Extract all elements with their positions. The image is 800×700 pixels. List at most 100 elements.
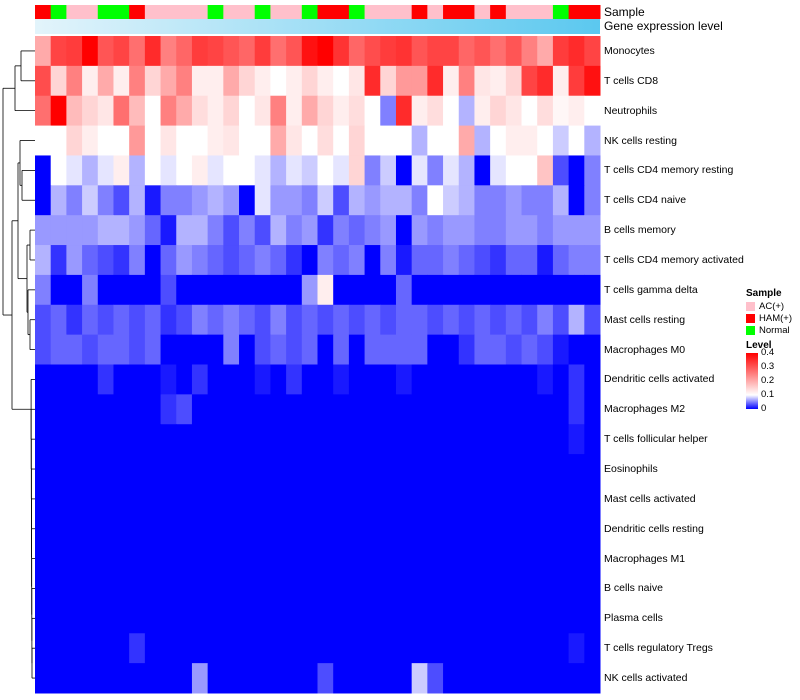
heatmap-cell bbox=[50, 36, 67, 67]
heatmap-cell bbox=[35, 633, 52, 664]
heatmap-cell bbox=[395, 454, 413, 485]
heatmap-cell bbox=[317, 36, 334, 67]
heatmap-cell bbox=[254, 513, 271, 545]
heatmap-cell bbox=[474, 185, 491, 216]
sample-annotation-cell bbox=[129, 5, 146, 19]
heatmap-cell bbox=[552, 36, 570, 67]
heatmap-cell bbox=[537, 603, 554, 634]
heatmap-cell bbox=[505, 663, 523, 694]
heatmap-cell bbox=[395, 155, 413, 186]
heatmap-cell bbox=[270, 215, 287, 246]
heatmap-cell bbox=[144, 394, 162, 425]
heatmap-cell bbox=[97, 424, 114, 455]
heatmap-cell bbox=[521, 95, 538, 127]
heatmap-cell bbox=[66, 274, 83, 306]
heatmap-cell bbox=[286, 454, 303, 485]
heatmap-cell bbox=[97, 483, 114, 515]
heatmap-cell bbox=[333, 543, 350, 575]
heatmap-cell bbox=[584, 663, 601, 694]
heatmap-cell bbox=[521, 394, 538, 425]
heatmap-cell bbox=[490, 36, 507, 67]
row-label: T cells CD8 bbox=[604, 74, 659, 87]
heatmap-cell bbox=[552, 65, 570, 97]
sample-annotation-cell bbox=[364, 5, 381, 19]
heatmap-cell bbox=[82, 65, 99, 97]
heatmap-cell bbox=[82, 603, 99, 634]
heatmap-cell bbox=[380, 185, 397, 216]
heatmap-cell bbox=[176, 155, 193, 186]
heatmap-cell bbox=[474, 65, 491, 97]
heatmap-cell bbox=[568, 483, 585, 515]
heatmap-cell bbox=[286, 663, 303, 694]
heatmap-cell bbox=[223, 215, 240, 246]
heatmap-cell bbox=[521, 573, 538, 604]
heatmap-cell bbox=[411, 245, 428, 276]
heatmap-cell bbox=[97, 394, 114, 425]
heatmap-cell bbox=[411, 304, 428, 336]
heatmap-cell bbox=[552, 543, 570, 575]
heatmap-cell bbox=[286, 573, 303, 604]
heatmap-cell bbox=[191, 364, 209, 395]
heatmap-cell bbox=[552, 304, 570, 336]
heatmap-cell bbox=[568, 215, 585, 246]
heatmap-cell bbox=[333, 215, 350, 246]
heatmap-cell bbox=[301, 543, 318, 575]
heatmap-cell bbox=[521, 603, 538, 634]
heatmap-cell bbox=[348, 245, 366, 276]
row-label: T cells regulatory Tregs bbox=[604, 642, 713, 655]
heatmap-cell bbox=[113, 304, 130, 336]
heatmap-cell bbox=[301, 603, 318, 634]
heatmap-cell bbox=[490, 155, 507, 186]
heatmap-cell bbox=[568, 304, 585, 336]
heatmap-cell bbox=[443, 155, 460, 186]
heatmap-cell bbox=[50, 155, 67, 186]
sample-annotation-cell bbox=[443, 5, 460, 19]
heatmap-cell bbox=[490, 245, 507, 276]
heatmap-cell bbox=[82, 185, 99, 216]
heatmap-cell bbox=[395, 125, 413, 156]
heatmap-cell bbox=[286, 215, 303, 246]
heatmap-cell bbox=[270, 424, 287, 455]
heatmap-cell bbox=[35, 603, 52, 634]
heatmap-cell bbox=[490, 304, 507, 336]
heatmap-cell bbox=[66, 543, 83, 575]
heatmap-cell bbox=[35, 513, 52, 545]
heatmap-cell bbox=[521, 483, 538, 515]
heatmap-cell bbox=[458, 633, 475, 664]
heatmap-cell bbox=[411, 633, 428, 664]
heatmap-cell bbox=[364, 304, 381, 336]
heatmap-cell bbox=[333, 185, 350, 216]
heatmap-cell bbox=[317, 364, 334, 395]
heatmap-cell bbox=[364, 633, 381, 664]
heatmap-cell bbox=[82, 215, 99, 246]
heatmap-cell bbox=[191, 245, 209, 276]
heatmap-cell bbox=[270, 185, 287, 216]
sample-annotation-cell bbox=[97, 5, 114, 19]
sample-annotation-cell bbox=[35, 5, 52, 19]
heatmap-cell bbox=[207, 334, 224, 365]
heatmap-cell bbox=[317, 125, 334, 156]
heatmap-cell bbox=[207, 663, 224, 694]
heatmap-cell bbox=[286, 36, 303, 67]
heatmap-cell bbox=[82, 274, 99, 306]
heatmap-cell bbox=[97, 364, 114, 395]
sample-annotation-cell bbox=[176, 5, 193, 19]
heatmap-cell bbox=[270, 274, 287, 306]
heatmap-cell bbox=[254, 483, 271, 515]
heatmap-cell bbox=[223, 633, 240, 664]
heatmap-cell bbox=[270, 573, 287, 604]
heatmap-cell bbox=[474, 36, 491, 67]
heatmap-cell bbox=[254, 125, 271, 156]
heatmap-cell bbox=[176, 543, 193, 575]
heatmap-cell bbox=[254, 245, 271, 276]
heatmap-cell bbox=[97, 125, 114, 156]
heatmap-cell bbox=[239, 125, 256, 156]
heatmap-cell bbox=[254, 603, 271, 634]
heatmap-cell bbox=[584, 394, 601, 425]
heatmap-cell bbox=[427, 155, 444, 186]
sample-annotation-cell bbox=[584, 5, 601, 19]
heatmap-cell bbox=[254, 95, 271, 127]
row-label: T cells gamma delta bbox=[604, 283, 698, 296]
heatmap-cell bbox=[427, 603, 444, 634]
heatmap-cell bbox=[113, 633, 130, 664]
